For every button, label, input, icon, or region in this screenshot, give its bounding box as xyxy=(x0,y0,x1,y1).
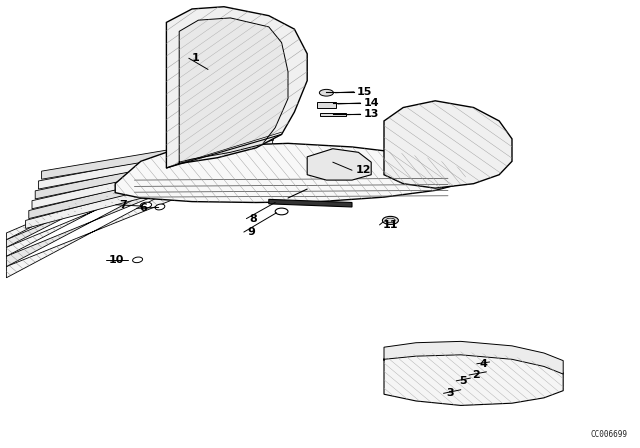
Polygon shape xyxy=(38,137,273,189)
Polygon shape xyxy=(26,157,269,228)
Polygon shape xyxy=(320,113,346,116)
Text: 12: 12 xyxy=(355,165,371,175)
Polygon shape xyxy=(317,102,336,108)
Polygon shape xyxy=(29,152,270,219)
Text: 9: 9 xyxy=(247,227,255,237)
Text: 14: 14 xyxy=(364,98,379,108)
Polygon shape xyxy=(384,101,512,188)
Polygon shape xyxy=(384,352,563,405)
Text: 7: 7 xyxy=(119,200,127,210)
Polygon shape xyxy=(179,18,288,164)
Ellipse shape xyxy=(132,257,143,263)
Text: 6: 6 xyxy=(140,203,147,213)
Text: 8: 8 xyxy=(250,214,257,224)
Text: 2: 2 xyxy=(472,370,480,380)
Polygon shape xyxy=(35,142,272,199)
Polygon shape xyxy=(269,199,352,207)
Polygon shape xyxy=(166,7,307,168)
Ellipse shape xyxy=(383,216,398,224)
Ellipse shape xyxy=(275,208,288,215)
Ellipse shape xyxy=(319,89,333,96)
Polygon shape xyxy=(6,186,179,278)
Text: 3: 3 xyxy=(447,388,454,398)
Polygon shape xyxy=(115,143,467,202)
Ellipse shape xyxy=(155,204,165,210)
Polygon shape xyxy=(6,176,179,267)
Text: 4: 4 xyxy=(480,359,488,369)
Text: 15: 15 xyxy=(357,87,372,97)
Text: 5: 5 xyxy=(460,376,467,386)
Ellipse shape xyxy=(140,202,152,208)
Text: CC006699: CC006699 xyxy=(590,430,627,439)
Polygon shape xyxy=(6,152,179,240)
Polygon shape xyxy=(6,159,179,247)
Text: 1: 1 xyxy=(192,53,200,63)
Polygon shape xyxy=(32,147,271,209)
Text: 10: 10 xyxy=(109,255,124,265)
Text: 11: 11 xyxy=(383,220,398,230)
Polygon shape xyxy=(307,149,371,180)
Polygon shape xyxy=(42,132,274,179)
Text: 13: 13 xyxy=(364,109,379,119)
Polygon shape xyxy=(6,167,179,256)
Polygon shape xyxy=(384,341,563,374)
